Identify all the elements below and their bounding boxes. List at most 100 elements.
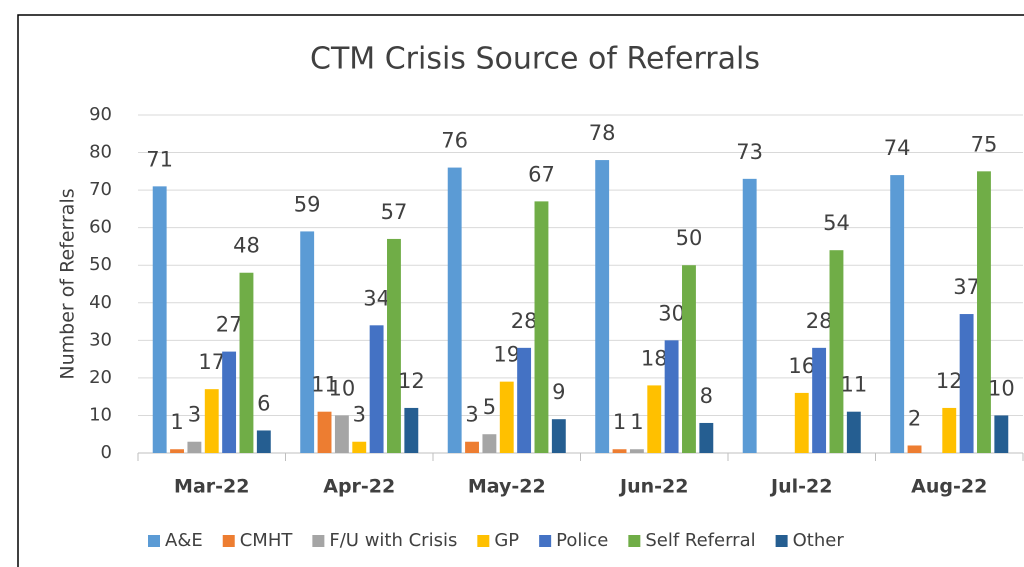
data-label: 34 [363,286,390,310]
data-label: 3 [188,403,201,427]
y-tick-label: 60 [89,217,112,238]
bar [612,449,627,453]
bar [829,250,844,453]
bar [890,175,905,454]
x-tick-label: Jun-22 [618,476,688,498]
data-label: 10 [988,376,1015,400]
data-label: 59 [294,192,321,216]
data-label: 57 [381,200,408,224]
bar [256,430,271,453]
data-label: 28 [511,309,538,333]
chart-title: CTM Crisis Source of Referrals [310,42,760,77]
y-axis-title: Number of Referrals [57,188,79,379]
bar [517,347,532,453]
data-label: 75 [971,132,998,156]
data-label: 73 [736,140,763,164]
bar [369,325,384,453]
data-label: 30 [658,301,685,325]
y-tick-label: 90 [89,104,112,125]
data-label: 11 [840,373,867,397]
bar [465,441,479,453]
y-tick-label: 30 [89,329,112,350]
data-label: 74 [884,136,911,160]
bar [812,347,827,453]
y-tick-label: 40 [89,292,112,313]
x-tick-label: Apr-22 [323,476,395,498]
data-label: 1 [630,410,643,434]
data-label: 37 [953,275,980,299]
data-label: 8 [700,384,713,408]
legend-label: CMHT [240,530,294,551]
bar [907,445,922,453]
x-tick-label: Mar-22 [174,476,249,498]
bar [551,419,566,453]
bar [595,160,610,454]
data-label: 12 [398,369,425,393]
bar [239,272,254,453]
bar [222,351,237,453]
chart-frame [17,14,1024,567]
data-label: 3 [353,403,366,427]
bar [170,449,184,453]
legend-swatch [477,535,490,547]
data-label: 1 [613,410,626,434]
x-tick-label: Jul-22 [769,476,832,498]
legend-label: Other [793,530,845,551]
data-label: 5 [483,395,496,419]
legend-label: Police [556,530,608,551]
data-label: 28 [806,309,833,333]
data-label: 19 [493,343,520,367]
data-label: 9 [552,380,565,404]
bar [482,434,497,453]
legend-swatch [312,535,325,547]
bar [447,167,462,454]
legend-label: F/U with Crisis [329,530,457,551]
data-label: 12 [936,369,963,393]
legend-swatch [628,535,641,547]
bar [352,441,367,453]
x-tick-label: May-22 [468,476,546,498]
data-label: 50 [676,226,703,250]
data-label: 3 [465,403,478,427]
data-label: 1 [170,410,183,434]
data-label: 48 [233,234,260,258]
bar [534,201,549,453]
bar [682,265,696,453]
bar [187,441,202,453]
y-tick-label: 50 [89,254,112,275]
bar [204,389,219,453]
x-tick-label: Aug-22 [911,476,987,498]
data-label: 18 [641,346,668,370]
bar [334,415,349,453]
bar [647,385,662,453]
bar [994,415,1009,453]
bar [300,231,315,453]
data-label: 2 [908,406,921,430]
data-label: 76 [441,129,468,153]
bar [794,392,809,453]
data-label: 27 [216,313,243,337]
legend-swatch [148,535,160,547]
y-tick-label: 20 [89,367,112,388]
data-label: 6 [257,391,270,415]
data-label: 16 [788,354,815,378]
legend-label: A&E [165,530,203,551]
legend-swatch [775,535,788,547]
bar [152,186,167,453]
legend-label: Self Referral [645,530,755,551]
bar [664,340,679,453]
bar [699,422,714,453]
y-tick-label: 80 [89,142,112,163]
bar [387,238,401,453]
data-label: 71 [146,147,173,171]
legend-label: GP [494,530,519,551]
bar [629,449,644,453]
bar [959,314,974,453]
data-label: 54 [823,211,850,235]
bar [404,407,419,453]
bar [942,407,957,453]
data-label: 67 [528,162,555,186]
bar [499,381,514,453]
data-label: 11 [311,373,338,397]
